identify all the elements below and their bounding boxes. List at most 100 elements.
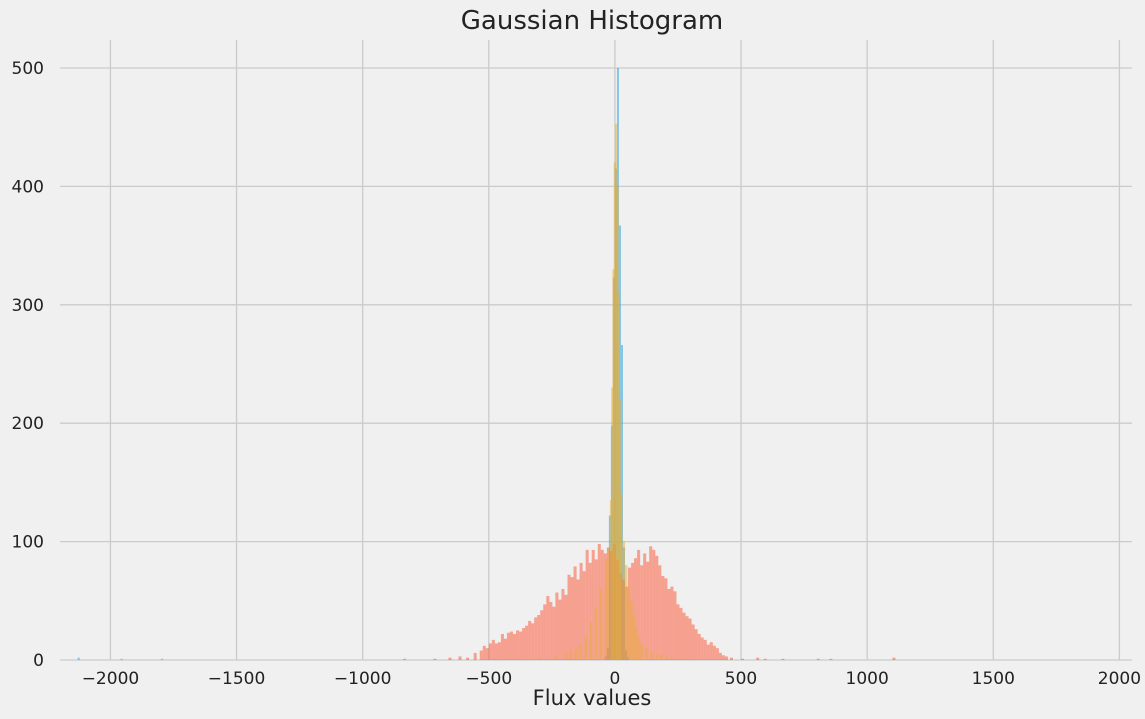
histogram-bar-s2-0 <box>539 657 542 660</box>
histogram-bar-s1-11 <box>494 643 498 660</box>
histogram-bar-s1-87 <box>724 656 728 660</box>
histogram-bar-s1-24 <box>534 617 538 660</box>
histogram-bar-s2-31 <box>655 654 658 660</box>
histogram-bar-s1-25 <box>537 615 541 660</box>
histogram-bar-s1-8 <box>485 648 489 660</box>
histogram-bar-s1-22 <box>528 620 532 660</box>
x-tick-label-2: −1000 <box>334 669 392 689</box>
y-tick-label-2: 200 <box>12 414 44 434</box>
histogram-bar-s2-8 <box>594 606 598 660</box>
histogram-bar-s0-0 <box>77 657 80 660</box>
histogram-bar-s2-7 <box>589 622 593 660</box>
histogram-bar-s1-70 <box>673 591 677 660</box>
histogram-bar-s1-4 <box>466 657 470 660</box>
histogram-bar-s1-43 <box>591 549 595 660</box>
histogram-bar-s2-29 <box>645 648 648 660</box>
histogram-bar-s0-2 <box>160 658 163 660</box>
histogram-bar-s1-46 <box>600 549 604 660</box>
histogram-bar-s2-26 <box>635 626 638 660</box>
histogram-bar-s1-42 <box>588 562 592 660</box>
histogram-bar-s1-31 <box>555 592 559 660</box>
histogram-bar-s2-1 <box>554 656 557 660</box>
histogram-bar-s2-35 <box>680 658 684 660</box>
histogram-bar-s1-57 <box>634 558 638 660</box>
histogram-bar-s1-17 <box>513 633 517 660</box>
histogram-bar-s2-25 <box>632 615 636 660</box>
histogram-bar-s2-4 <box>574 648 578 660</box>
histogram-bar-s1-20 <box>522 628 526 660</box>
histogram-bar-s1-14 <box>503 638 507 660</box>
histogram-bar-s1-3 <box>458 656 462 660</box>
histogram-bar-s1-39 <box>579 562 583 660</box>
histogram-bar-s1-18 <box>516 630 520 660</box>
histogram-bar-s1-9 <box>488 643 492 660</box>
histogram-bar-s1-16 <box>509 631 514 660</box>
histogram-bar-s1-58 <box>637 549 641 660</box>
histogram-bar-s2-22 <box>625 565 628 660</box>
histogram-bar-s1-74 <box>685 616 689 660</box>
histogram-bar-s1-10 <box>491 639 495 660</box>
y-tick-label-1: 100 <box>12 533 44 553</box>
histogram-bar-s1-93 <box>816 658 820 660</box>
histogram-bar-s1-5 <box>473 652 477 660</box>
x-tick-label-6: 1000 <box>846 669 889 689</box>
histogram-bar-s1-35 <box>567 574 571 660</box>
y-tick-label-3: 300 <box>12 296 44 316</box>
histogram-bar-s1-60 <box>643 553 647 660</box>
histogram-bar-s1-19 <box>519 631 523 660</box>
histogram-bar-s1-69 <box>670 586 674 660</box>
histogram-bar-s1-32 <box>558 599 562 660</box>
histogram-bar-s1-80 <box>703 639 707 660</box>
histogram-bar-s1-89 <box>741 658 745 660</box>
histogram-bar-s1-36 <box>570 577 574 660</box>
histogram-bar-s1-90 <box>756 657 760 660</box>
histogram-bar-s2-32 <box>660 655 663 660</box>
histogram-bar-s2-33 <box>665 656 668 660</box>
histogram-bar-s2-24 <box>630 600 633 660</box>
histogram-bar-s1-45 <box>597 543 601 660</box>
x-tick-label-3: −500 <box>465 669 512 689</box>
histogram-bar-s1-40 <box>582 571 586 660</box>
histogram-bar-s2-9 <box>599 588 603 660</box>
histogram-bar-s1-6 <box>479 650 483 660</box>
histogram-bar-s2-27 <box>637 636 641 660</box>
histogram-bar-s1-75 <box>688 618 692 660</box>
axis-ticks: −2000 −1500 −1000 −500 0 500 1000 1500 2000 0 100 2… <box>12 59 1141 689</box>
histogram-bar-s1-65 <box>658 565 662 660</box>
y-tick-label-4: 400 <box>12 177 44 197</box>
y-tick-label-0: 0 <box>33 651 44 671</box>
histogram-bar-s1-68 <box>667 588 671 660</box>
histogram-bar-s1-30 <box>552 606 556 660</box>
histogram-bar-s1-94 <box>829 658 833 660</box>
histogram-bar-s1-85 <box>718 652 722 660</box>
histogram-bar-s1-15 <box>506 632 510 660</box>
histogram-bar-s1-37 <box>573 566 577 660</box>
histogram-bar-s1-29 <box>549 601 553 660</box>
histogram-bar-s1-23 <box>531 623 535 660</box>
histogram-bar-s1-41 <box>585 549 589 660</box>
histogram-bar-s1-13 <box>500 633 504 660</box>
histogram-bar-s1-79 <box>700 637 704 660</box>
x-tick-label-1: −1500 <box>208 669 266 689</box>
histogram-bar-s1-12 <box>497 642 501 660</box>
histogram-bar-s2-3 <box>569 650 573 660</box>
y-tick-label-5: 500 <box>12 59 44 79</box>
histogram-bar-s2-6 <box>584 636 588 660</box>
histogram-bar-s2-13 <box>611 387 614 660</box>
histogram-bar-s1-63 <box>652 549 656 660</box>
histogram-bar-s1-76 <box>691 624 695 660</box>
histogram-bar-s1-38 <box>576 579 580 660</box>
histogram-bar-s2-20 <box>619 494 623 660</box>
histogram-bar-s2-34 <box>670 657 673 660</box>
histogram-bar-s1-28 <box>546 596 550 660</box>
histogram-bar-s2-5 <box>579 643 583 660</box>
histogram-bar-s1-83 <box>712 645 716 660</box>
histogram-bar-s1-26 <box>540 610 544 660</box>
histogram-bar-s0-1 <box>120 658 123 660</box>
histogram-bar-s1-81 <box>706 644 710 660</box>
histogram-bar-s2-11 <box>607 547 610 660</box>
histogram-bar-s1-62 <box>649 546 653 660</box>
histogram-bar-s2-23 <box>627 586 631 660</box>
histogram-bar-s1-27 <box>543 604 547 660</box>
